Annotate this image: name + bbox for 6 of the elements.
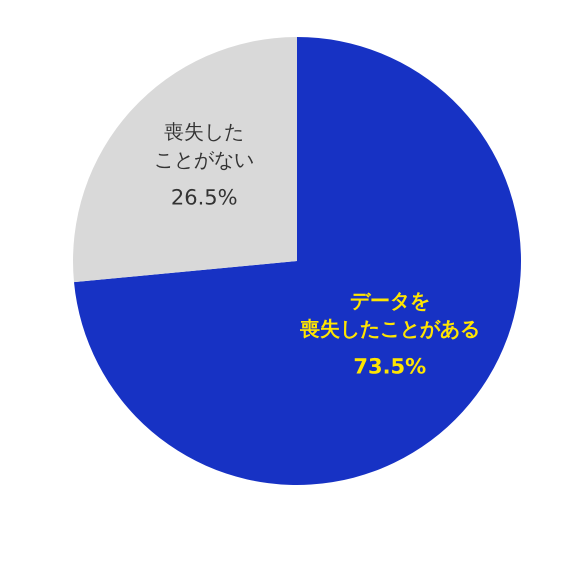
slice-label: データを喪失したことがある [298,288,480,340]
slice-label: 喪失したことがない [154,120,254,172]
pie-slice [73,37,297,282]
data-label: 26.5% [170,186,238,210]
data-label: 73.5% [353,354,426,378]
pie-slice [74,37,521,485]
